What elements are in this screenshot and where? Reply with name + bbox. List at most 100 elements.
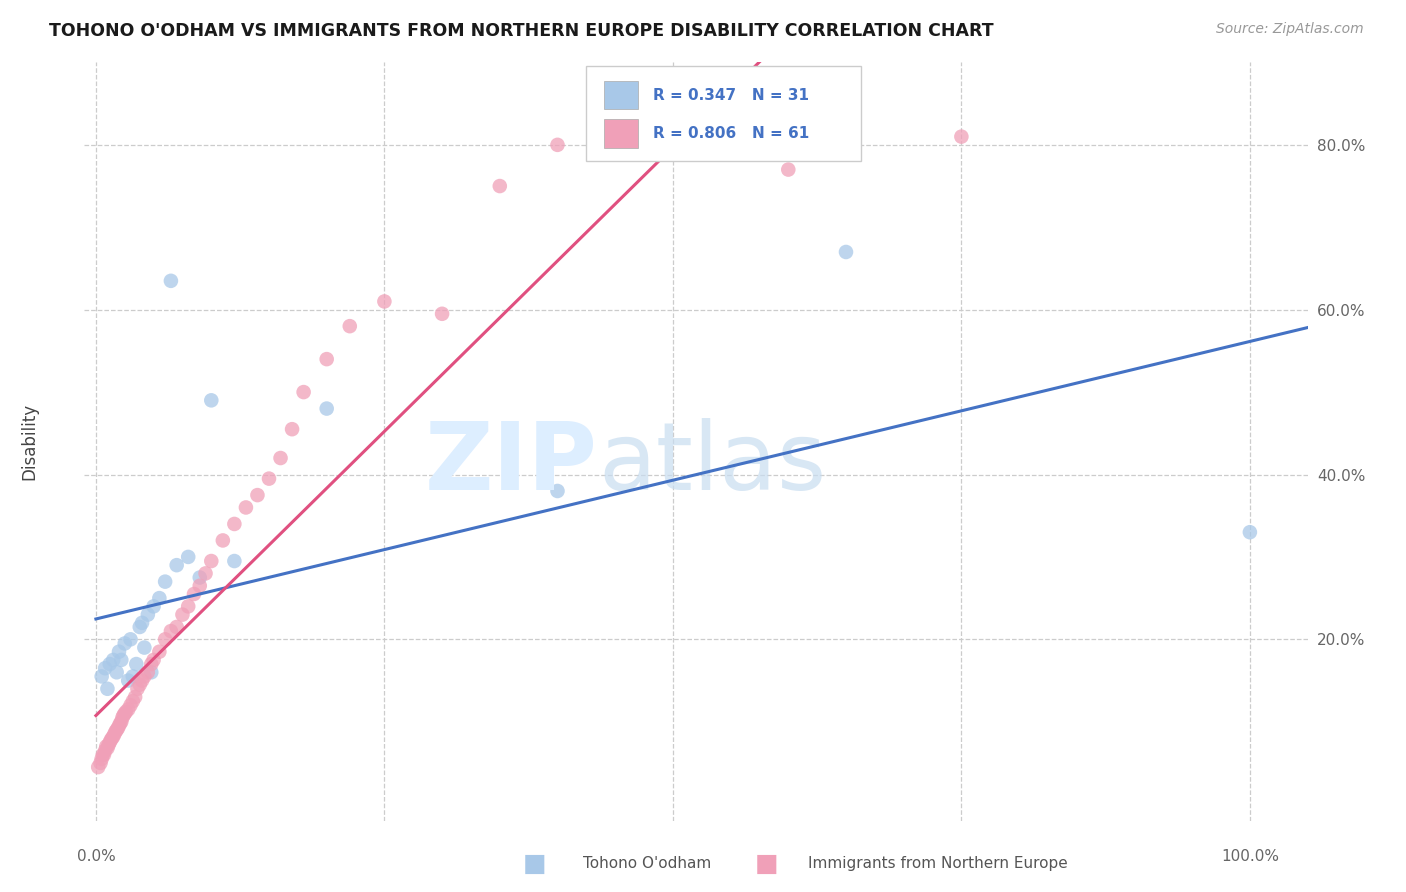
Point <box>98 735 121 749</box>
Point <box>124 690 146 704</box>
Point <box>188 570 211 584</box>
Point <box>141 657 163 671</box>
Point <box>108 719 131 733</box>
Point <box>950 129 973 144</box>
Point <box>136 665 159 680</box>
Point <box>148 591 170 606</box>
Point <box>128 678 150 692</box>
Point <box>120 632 142 647</box>
Point <box>235 500 257 515</box>
Point <box>131 615 153 630</box>
Point <box>200 554 222 568</box>
Point <box>131 673 153 688</box>
Text: ■: ■ <box>523 852 546 875</box>
Point <box>125 657 148 671</box>
Bar <box>605 80 638 110</box>
Point <box>270 450 292 465</box>
Point <box>134 640 156 655</box>
Point <box>108 645 131 659</box>
Point <box>115 705 138 719</box>
Point <box>134 669 156 683</box>
Point <box>107 722 129 736</box>
Point <box>93 747 115 762</box>
Text: TOHONO O'ODHAM VS IMMIGRANTS FROM NORTHERN EUROPE DISABILITY CORRELATION CHART: TOHONO O'ODHAM VS IMMIGRANTS FROM NORTHE… <box>49 22 994 40</box>
Point <box>153 632 176 647</box>
Point <box>103 727 125 741</box>
Text: 0.0%: 0.0% <box>76 849 115 864</box>
Point <box>246 488 269 502</box>
Text: atlas: atlas <box>598 418 827 510</box>
Point <box>108 716 131 731</box>
Point <box>127 681 149 696</box>
Point <box>96 741 118 756</box>
Point <box>488 179 510 194</box>
Text: ZIP: ZIP <box>425 418 598 510</box>
Point <box>98 657 121 671</box>
Point <box>177 599 200 614</box>
Point <box>110 714 132 729</box>
Point <box>97 738 120 752</box>
Text: Disability: Disability <box>20 403 38 480</box>
Point <box>160 624 183 639</box>
Point <box>96 681 118 696</box>
Point <box>142 599 165 614</box>
Point <box>117 702 139 716</box>
Point <box>90 752 112 766</box>
Point <box>211 533 233 548</box>
Point <box>94 661 117 675</box>
Point <box>91 747 114 762</box>
Text: Tohono O'odham: Tohono O'odham <box>583 856 711 871</box>
Point <box>105 665 128 680</box>
Point <box>136 607 159 622</box>
Point <box>94 743 117 757</box>
Text: 100.0%: 100.0% <box>1220 849 1279 864</box>
Point <box>547 137 569 152</box>
Point <box>87 760 110 774</box>
Point <box>114 636 136 650</box>
Point <box>224 554 246 568</box>
Point <box>120 698 142 713</box>
Point <box>89 756 111 770</box>
Point <box>778 162 800 177</box>
Point <box>166 558 188 573</box>
Point <box>148 645 170 659</box>
Point <box>183 587 205 601</box>
Point <box>111 711 134 725</box>
Point <box>315 401 337 416</box>
Point <box>257 472 280 486</box>
Point <box>104 724 127 739</box>
Point <box>373 294 395 309</box>
Point <box>188 579 211 593</box>
Point <box>90 669 112 683</box>
Point <box>166 620 188 634</box>
Point <box>101 731 124 746</box>
Point <box>200 393 222 408</box>
Text: R = 0.806   N = 61: R = 0.806 N = 61 <box>654 126 810 141</box>
Point <box>835 244 858 259</box>
Point <box>103 653 125 667</box>
Point <box>1239 525 1261 540</box>
Point <box>292 385 315 400</box>
Point <box>224 516 246 531</box>
Text: Source: ZipAtlas.com: Source: ZipAtlas.com <box>1216 22 1364 37</box>
Point <box>141 665 163 680</box>
Point <box>339 319 361 334</box>
Point <box>105 723 128 737</box>
Point <box>117 673 139 688</box>
Text: Immigrants from Northern Europe: Immigrants from Northern Europe <box>808 856 1069 871</box>
Point <box>110 653 132 667</box>
Point <box>194 566 217 581</box>
Text: R = 0.347   N = 31: R = 0.347 N = 31 <box>654 87 810 103</box>
Point <box>103 730 125 744</box>
Point <box>430 307 453 321</box>
Point <box>547 483 569 498</box>
Point <box>172 607 194 622</box>
Point <box>114 706 136 721</box>
Point <box>121 669 143 683</box>
Point <box>112 708 135 723</box>
Text: ■: ■ <box>755 852 778 875</box>
Bar <box>605 120 638 148</box>
Point <box>100 732 122 747</box>
Point <box>177 549 200 564</box>
Point <box>160 274 183 288</box>
